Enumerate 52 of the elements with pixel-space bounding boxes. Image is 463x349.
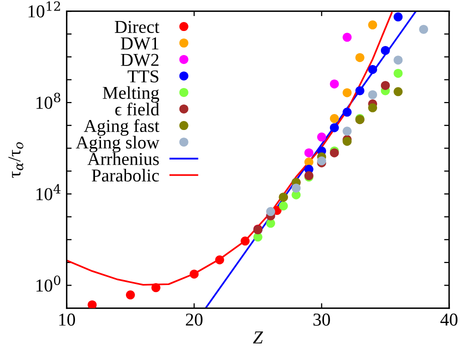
x-tick-label: 20 bbox=[186, 314, 202, 326]
point bbox=[266, 218, 276, 228]
point bbox=[330, 79, 339, 88]
point bbox=[304, 148, 314, 158]
point bbox=[342, 88, 352, 98]
point bbox=[317, 132, 326, 142]
point bbox=[292, 184, 301, 193]
x-axis-title: Z bbox=[253, 331, 264, 344]
point bbox=[88, 300, 97, 308]
point bbox=[368, 20, 378, 30]
point bbox=[368, 103, 378, 112]
point bbox=[330, 114, 339, 124]
y-tick-label: 10$^{8}$ bbox=[36, 92, 60, 109]
point bbox=[126, 290, 135, 300]
point bbox=[394, 56, 403, 65]
legend-label: Parabolic bbox=[92, 168, 159, 182]
point bbox=[355, 53, 364, 62]
point bbox=[355, 86, 364, 96]
legend-label: Aging slow bbox=[76, 136, 160, 152]
legend-label: ϵ field bbox=[115, 102, 160, 116]
legend-label: Melting bbox=[102, 86, 160, 103]
point bbox=[151, 283, 160, 292]
point bbox=[419, 24, 428, 34]
y-tick-label: 10$^{12}$ bbox=[28, 1, 60, 18]
legend-label: DW2 bbox=[120, 54, 158, 66]
point bbox=[380, 46, 390, 55]
legend-label: Aging fast bbox=[84, 119, 160, 136]
point bbox=[394, 68, 403, 78]
point bbox=[330, 123, 339, 132]
legend-label: TTS bbox=[128, 70, 158, 82]
x-tick-label: 10 bbox=[59, 314, 76, 326]
y-tick-label: 10$^{0}$ bbox=[36, 276, 60, 292]
point bbox=[278, 201, 288, 210]
point bbox=[190, 270, 199, 279]
x-tick-label: 40 bbox=[440, 314, 458, 326]
legend-label: Direct bbox=[114, 20, 160, 34]
y-axis-title: τ$_{α}$/τ$_{o}$ bbox=[8, 142, 24, 178]
point bbox=[240, 236, 250, 246]
point bbox=[380, 80, 390, 90]
legend-label: Arrhenius bbox=[87, 152, 159, 166]
point bbox=[342, 32, 352, 42]
point bbox=[368, 64, 378, 74]
x-tick-label: 30 bbox=[313, 314, 330, 326]
point bbox=[215, 255, 224, 264]
y-tick-label: 10$^{4}$ bbox=[36, 184, 61, 200]
point bbox=[394, 87, 403, 96]
legend-label: DW1 bbox=[120, 37, 158, 50]
point bbox=[266, 207, 276, 216]
point bbox=[342, 108, 352, 117]
point bbox=[342, 126, 352, 136]
point bbox=[368, 90, 378, 100]
point bbox=[394, 12, 403, 22]
